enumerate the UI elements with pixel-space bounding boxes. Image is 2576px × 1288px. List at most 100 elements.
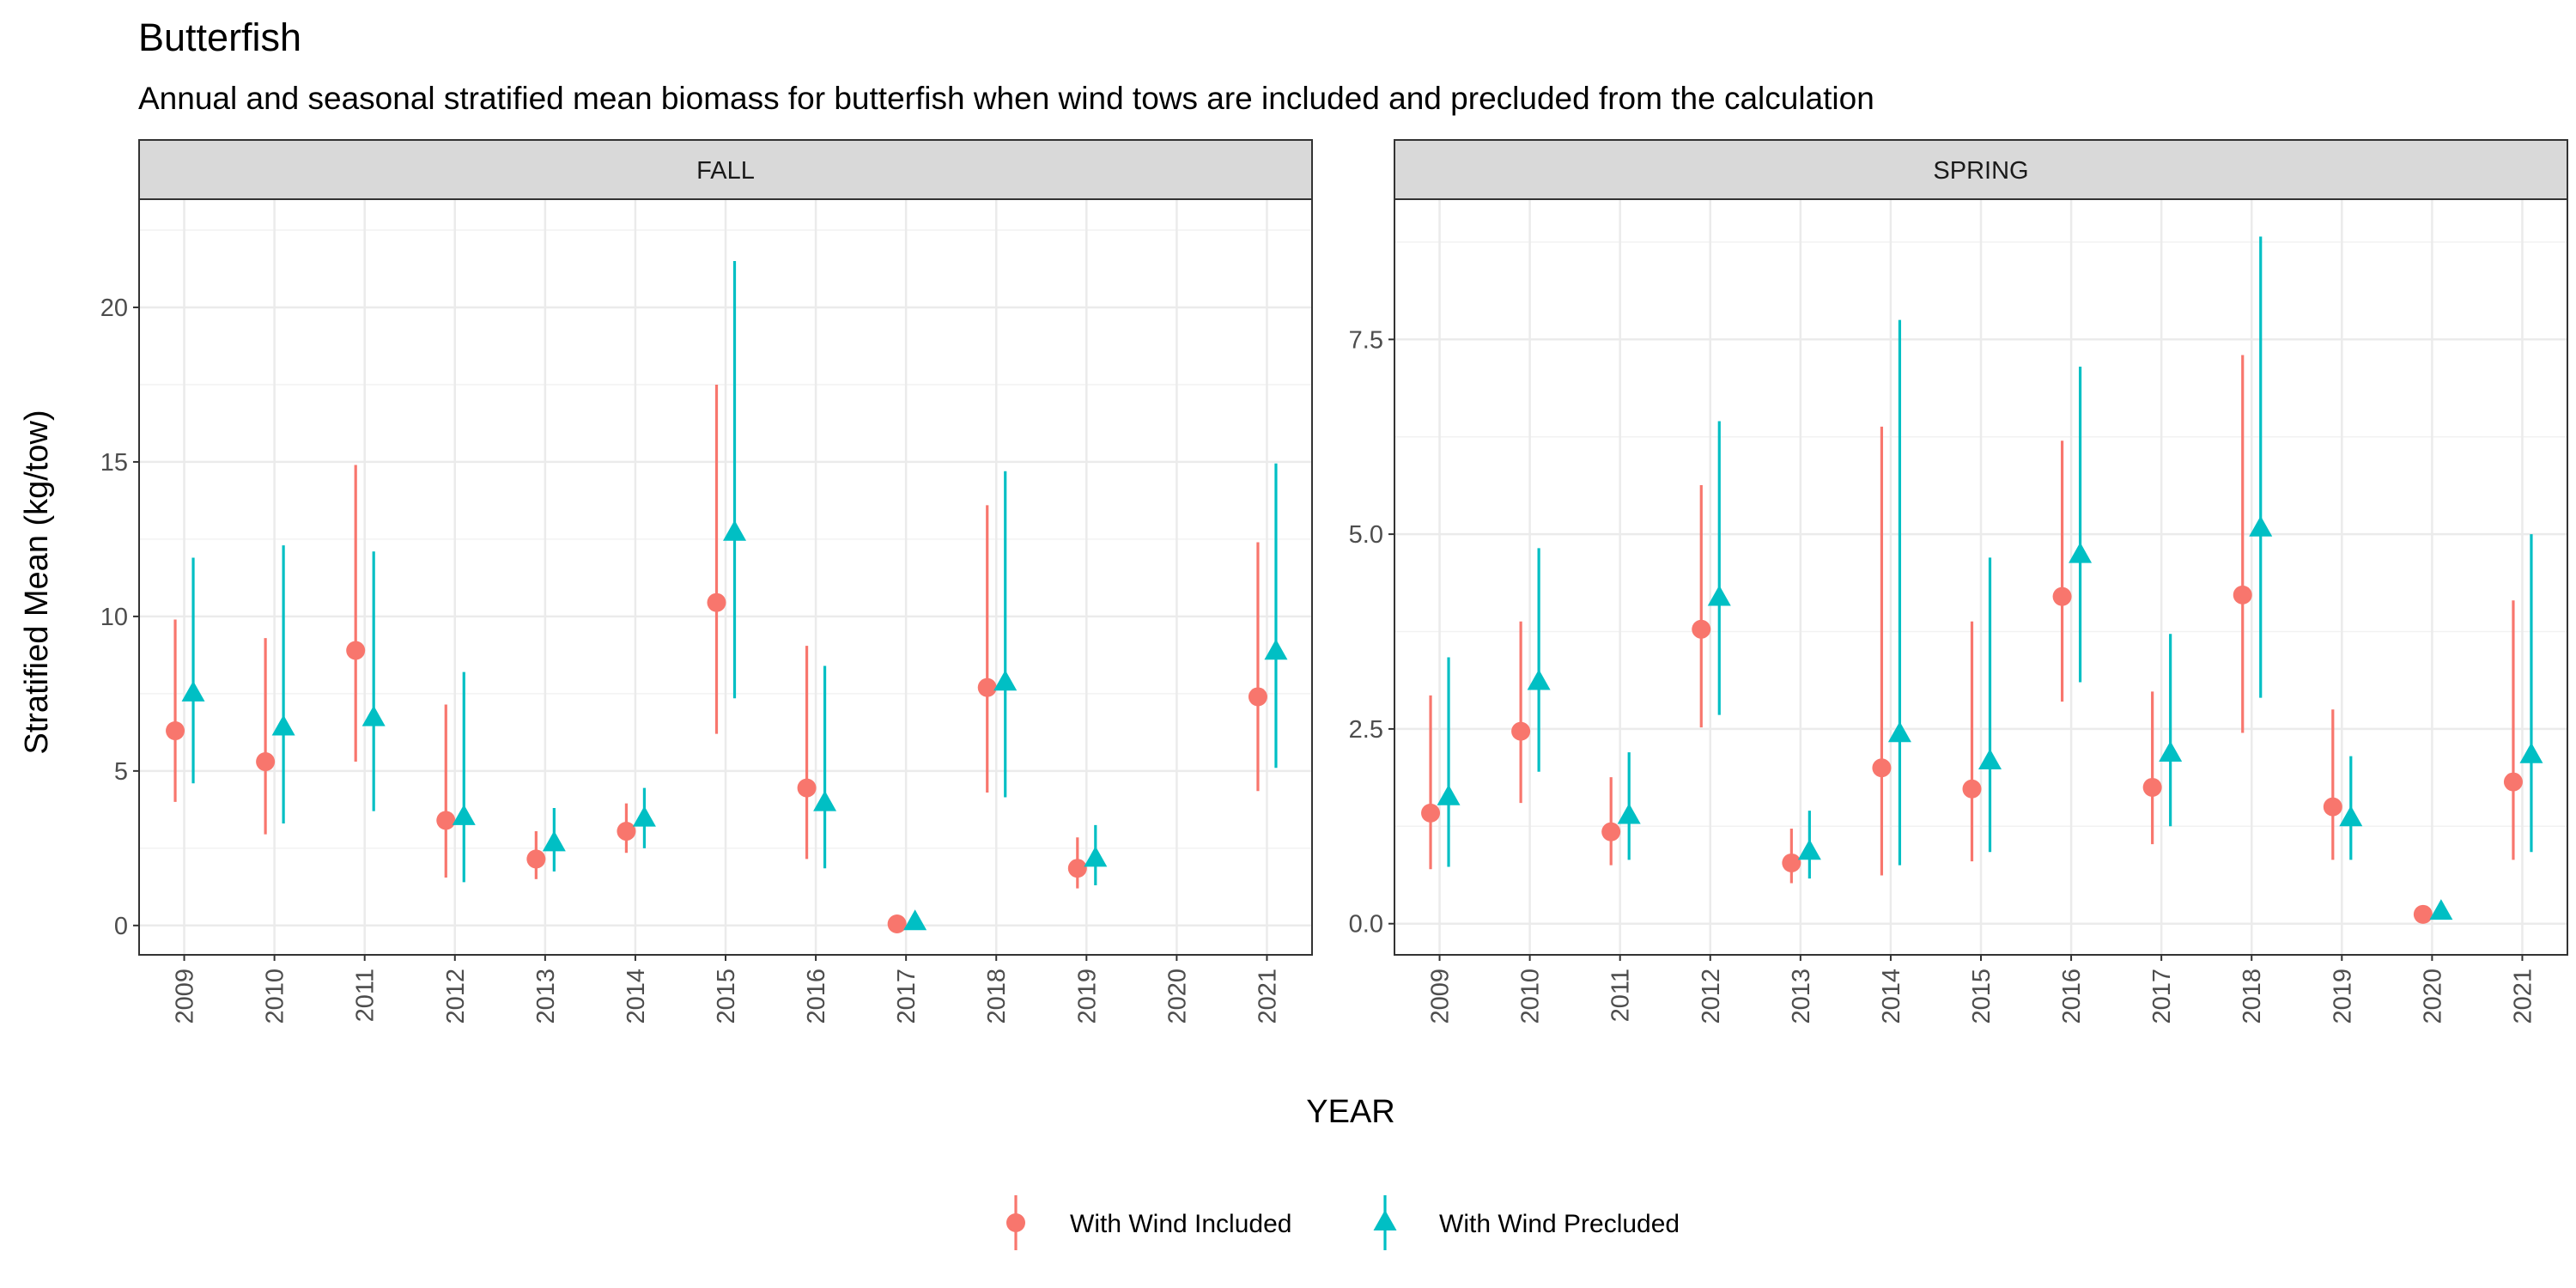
facet-strip-label: SPRING bbox=[1933, 157, 2028, 185]
facet-panels: FALL 0 5 10 15 20 2009 2010 2011 2012 2013 2014 2015… bbox=[100, 139, 2568, 1024]
legend-label: With Wind Precluded bbox=[1439, 1210, 1680, 1238]
series-with-wind-included bbox=[166, 384, 1267, 934]
y-tick-label: 20 bbox=[100, 295, 128, 322]
data-point bbox=[452, 804, 476, 825]
x-tick-label: 2019 bbox=[2329, 969, 2356, 1024]
y-tick-label: 10 bbox=[100, 604, 128, 631]
data-point bbox=[1527, 669, 1551, 690]
chart-subtitle: Annual and seasonal stratified mean biom… bbox=[138, 81, 1874, 116]
y-tick-label: 7.5 bbox=[1349, 326, 1383, 354]
x-tick-label: 2016 bbox=[2058, 969, 2086, 1024]
x-tick-label: 2014 bbox=[623, 969, 650, 1024]
x-tick-label: 2012 bbox=[442, 969, 470, 1024]
y-tick-label: 5.0 bbox=[1349, 521, 1383, 549]
facet-strip bbox=[1394, 139, 2568, 200]
data-point bbox=[361, 705, 386, 726]
data-point bbox=[797, 778, 817, 798]
data-point bbox=[617, 822, 636, 841]
data-point bbox=[723, 519, 746, 541]
x-tick-label: 2009 bbox=[172, 969, 199, 1024]
x-tick-label: 2011 bbox=[1607, 969, 1635, 1022]
data-point bbox=[271, 714, 295, 736]
data-point bbox=[903, 909, 927, 931]
data-point bbox=[1067, 859, 1087, 878]
y-tick-label: 5 bbox=[114, 758, 128, 786]
data-point bbox=[1264, 639, 1288, 660]
x-tick-label: 2020 bbox=[1163, 969, 1191, 1024]
data-point bbox=[2052, 586, 2072, 606]
data-point bbox=[1421, 803, 1441, 823]
data-point bbox=[256, 752, 276, 772]
data-point bbox=[2249, 515, 2273, 537]
legend-label: With Wind Included bbox=[1070, 1210, 1291, 1238]
x-tick-label: 2018 bbox=[2239, 969, 2266, 1024]
x-tick-label: 2017 bbox=[893, 969, 920, 1024]
x-tick-label: 2014 bbox=[1878, 969, 1905, 1024]
data-point bbox=[1617, 803, 1641, 824]
y-tick-label: 0.0 bbox=[1349, 911, 1383, 939]
x-axis-title: YEAR bbox=[1306, 1094, 1394, 1130]
data-point bbox=[977, 677, 997, 697]
legend-key-triangle bbox=[1373, 1210, 1397, 1230]
data-point bbox=[2323, 797, 2342, 817]
data-point bbox=[707, 592, 726, 612]
x-tick-label: 2010 bbox=[1517, 969, 1545, 1024]
data-point bbox=[1962, 779, 1982, 799]
data-point bbox=[632, 805, 656, 827]
chart-title: Butterfish bbox=[138, 15, 301, 59]
data-point bbox=[1084, 846, 1108, 867]
legend-item: With Wind Precluded bbox=[1373, 1195, 1680, 1250]
x-tick-label: 2010 bbox=[262, 969, 289, 1024]
x-tick-label: 2016 bbox=[803, 969, 830, 1024]
x-tick-label: 2015 bbox=[713, 969, 740, 1024]
data-point bbox=[813, 790, 837, 811]
data-point bbox=[1978, 749, 2002, 770]
x-tick-label: 2017 bbox=[2148, 969, 2176, 1024]
data-point bbox=[2413, 904, 2433, 924]
data-point bbox=[526, 849, 546, 869]
y-tick-label: 2.5 bbox=[1349, 716, 1383, 744]
data-point bbox=[1887, 721, 1911, 743]
data-point bbox=[2339, 805, 2363, 827]
series-with-wind-precluded bbox=[1437, 236, 2543, 920]
panel-border bbox=[1394, 198, 2568, 956]
x-tick-label: 2021 bbox=[2509, 969, 2537, 1024]
x-tick-label: 2018 bbox=[983, 969, 1011, 1024]
data-point bbox=[1782, 853, 1801, 872]
x-tick-label: 2013 bbox=[532, 969, 560, 1024]
data-point bbox=[1797, 839, 1821, 860]
facet-panel-spring: SPRING 0.0 2.5 5.0 7.5 2009 2010 2011 2012 2013 20… bbox=[1349, 139, 2568, 1024]
x-tick-label: 2012 bbox=[1698, 969, 1725, 1024]
data-point bbox=[2503, 772, 2523, 792]
facet-strip bbox=[138, 139, 1313, 200]
data-point bbox=[542, 830, 566, 852]
data-point bbox=[1248, 687, 1267, 707]
x-tick-label: 2011 bbox=[352, 969, 380, 1022]
facet-strip-label: FALL bbox=[696, 157, 755, 185]
x-tick-label: 2020 bbox=[2419, 969, 2446, 1024]
data-point bbox=[2069, 542, 2093, 563]
data-point bbox=[2519, 742, 2543, 763]
data-point bbox=[887, 914, 907, 934]
panel-border bbox=[138, 198, 1313, 956]
x-tick-label: 2009 bbox=[1427, 969, 1455, 1024]
legend-item: With Wind Included bbox=[1006, 1195, 1291, 1250]
data-point bbox=[1872, 758, 1892, 778]
x-tick-label: 2019 bbox=[1073, 969, 1101, 1024]
data-point bbox=[2429, 899, 2453, 920]
data-point bbox=[1511, 721, 1531, 741]
data-point bbox=[1601, 822, 1621, 841]
y-tick-label: 15 bbox=[100, 449, 128, 477]
y-axis-title: Stratified Mean (kg/tow) bbox=[19, 410, 55, 754]
data-point bbox=[166, 721, 185, 741]
data-point bbox=[2159, 740, 2183, 762]
x-tick-label: 2015 bbox=[1968, 969, 1996, 1024]
data-point bbox=[2142, 777, 2162, 797]
data-point bbox=[2233, 585, 2252, 605]
data-point bbox=[1437, 784, 1461, 805]
legend: With Wind Included With Wind Precluded bbox=[1006, 1195, 1680, 1250]
legend-key-circle bbox=[1006, 1213, 1025, 1232]
data-point bbox=[1692, 619, 1711, 639]
y-tick-label: 0 bbox=[114, 913, 128, 940]
